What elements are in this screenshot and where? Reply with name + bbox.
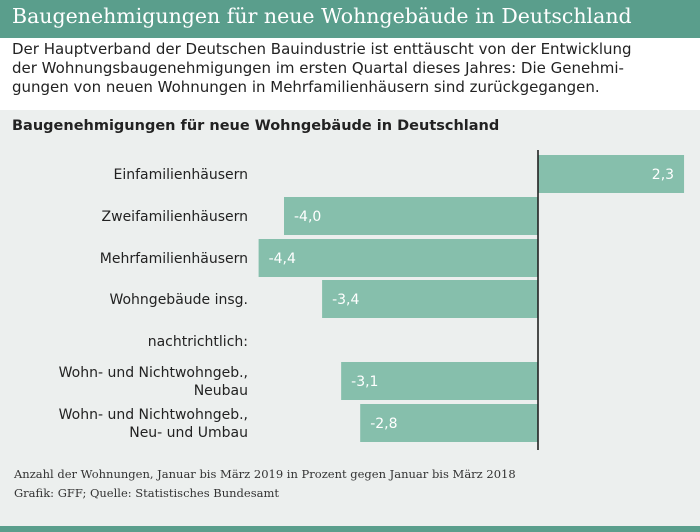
data-label: -4,0 — [294, 209, 321, 225]
page-title: Baugenehmigungen für neue Wohngebäude in… — [12, 4, 632, 28]
chart-note: Anzahl der Wohnungen, Januar bis März 20… — [14, 467, 516, 481]
bottom-rule — [0, 526, 700, 532]
chart-title: Baugenehmigungen für neue Wohngebäude in… — [12, 118, 500, 134]
category-label: Wohngebäude insg. — [109, 292, 248, 308]
bar — [258, 239, 538, 277]
data-label: -4,4 — [269, 251, 296, 267]
category-label: Zweifamilienhäusern — [102, 209, 248, 225]
data-label: -3,1 — [351, 374, 378, 390]
bar — [360, 404, 538, 442]
category-label: nachtrichtlich: — [148, 334, 248, 350]
bar — [538, 155, 685, 193]
chart-footer — [0, 462, 700, 532]
intro-text: Der Hauptverband der Deutschen Bauindust… — [12, 40, 632, 96]
bar — [341, 362, 538, 400]
category-label: Wohn- und Nichtwohngeb., Neu- und Umbau — [59, 407, 248, 441]
source-credit: Grafik: GFF; Quelle: Statistisches Bunde… — [14, 486, 279, 500]
category-label: Mehrfamilienhäusern — [100, 251, 248, 267]
title-banner: Baugenehmigungen für neue Wohngebäude in… — [0, 0, 700, 38]
bar — [284, 197, 538, 235]
bar — [322, 280, 538, 318]
category-label: Einfamilienhäusern — [113, 167, 248, 183]
category-label: Wohn- und Nichtwohngeb., Neubau — [59, 365, 248, 399]
data-label: -3,4 — [332, 292, 359, 308]
data-label: -2,8 — [370, 416, 397, 432]
data-label: 2,3 — [652, 167, 674, 183]
bar-chart: Einfamilienhäusern 2,3 Zweifamilienhäusern… — [59, 150, 685, 450]
